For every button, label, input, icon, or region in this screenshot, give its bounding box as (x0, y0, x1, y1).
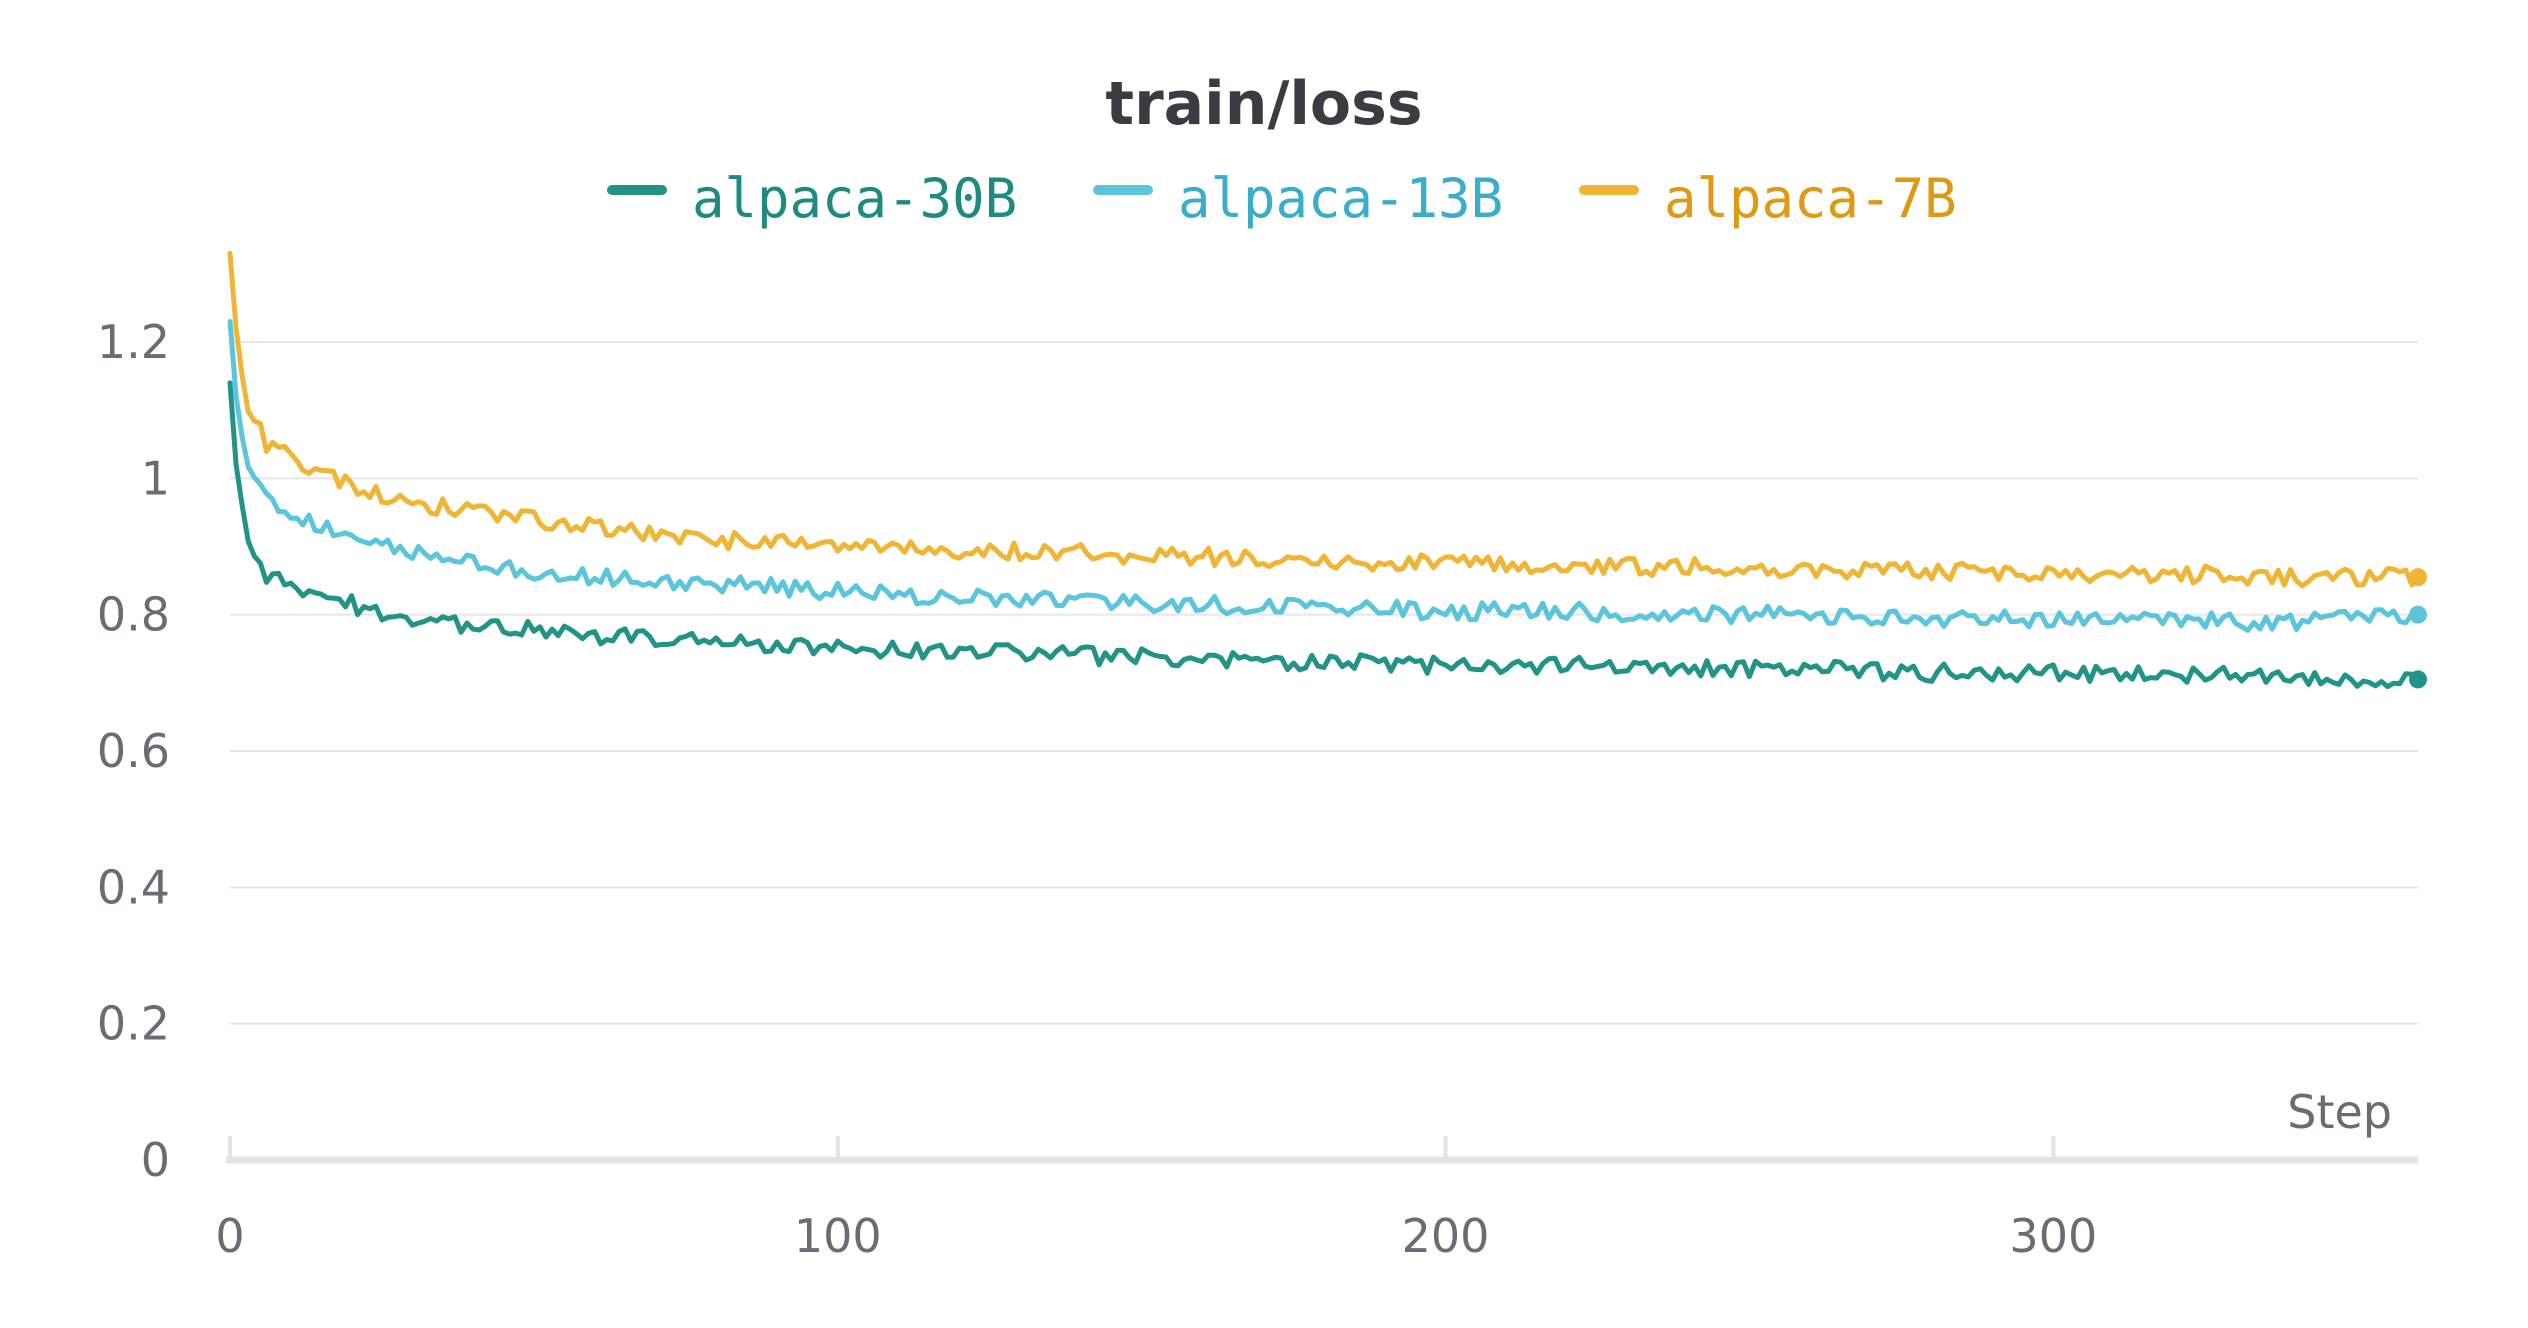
end-marker-alpaca-7B (2409, 568, 2427, 587)
x-tick-label: 100 (794, 1209, 882, 1263)
x-axis-title: Step (2287, 1085, 2392, 1139)
end-marker-alpaca-13B (2409, 605, 2427, 624)
chart-title: train/loss (1105, 69, 1422, 139)
series-line-alpaca-30B (227, 380, 2421, 690)
y-tick-label: 1.2 (97, 315, 170, 369)
y-tick-label: 0.4 (97, 860, 170, 914)
x-tick-label: 200 (1402, 1209, 1490, 1263)
x-tick-label: 300 (2009, 1209, 2097, 1263)
y-axis-ticks: 0 0.2 0.4 0.6 0.8 1 1.2 (97, 315, 170, 1187)
legend-label-alpaca-30B: alpaca-30B (692, 167, 1017, 230)
series-end-markers (2409, 568, 2427, 689)
series-line-alpaca-7B (227, 250, 2421, 589)
y-tick-label: 0 (141, 1133, 170, 1187)
y-tick-label: 1 (141, 451, 170, 505)
y-tick-label: 0.6 (97, 724, 170, 778)
x-tick-label: 0 (215, 1209, 244, 1263)
legend-label-alpaca-13B: alpaca-13B (1178, 167, 1503, 230)
legend: alpaca-30B alpaca-13B alpaca-7B (607, 167, 1957, 230)
series-lines (227, 250, 2421, 690)
series-line-alpaca-13B (227, 319, 2421, 633)
y-tick-label: 0.2 (97, 997, 170, 1051)
y-tick-label: 0.8 (97, 588, 170, 642)
grid-lines (230, 341, 2418, 1025)
legend-label-alpaca-7B: alpaca-7B (1664, 167, 1957, 230)
x-axis: 0 100 200 300 (215, 1136, 2418, 1263)
end-marker-alpaca-30B (2409, 670, 2427, 689)
